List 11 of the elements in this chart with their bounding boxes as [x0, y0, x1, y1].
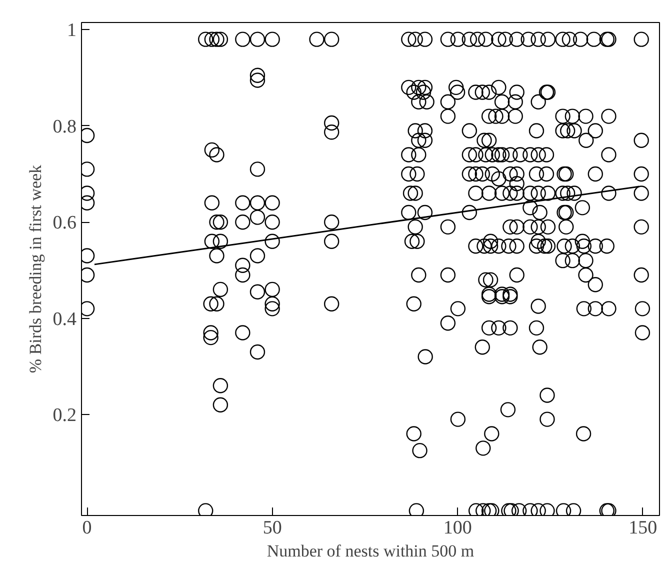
y-tick-label: 0.2	[52, 404, 76, 426]
x-tick-label: 150	[628, 518, 658, 538]
y-tick-label: 1	[67, 20, 76, 42]
y-tick-label: 0.6	[52, 212, 76, 234]
x-tick-label: 100	[443, 518, 472, 538]
y-axis-title: % Birds breeding in first week	[26, 164, 45, 374]
x-axis-title: Number of nests within 500 m	[266, 542, 474, 560]
y-tick-label: 0.8	[52, 116, 76, 138]
x-tick-label: 0	[82, 518, 92, 538]
x-tick-label: 50	[262, 518, 282, 538]
y-tick-label: 0.4	[52, 308, 77, 330]
